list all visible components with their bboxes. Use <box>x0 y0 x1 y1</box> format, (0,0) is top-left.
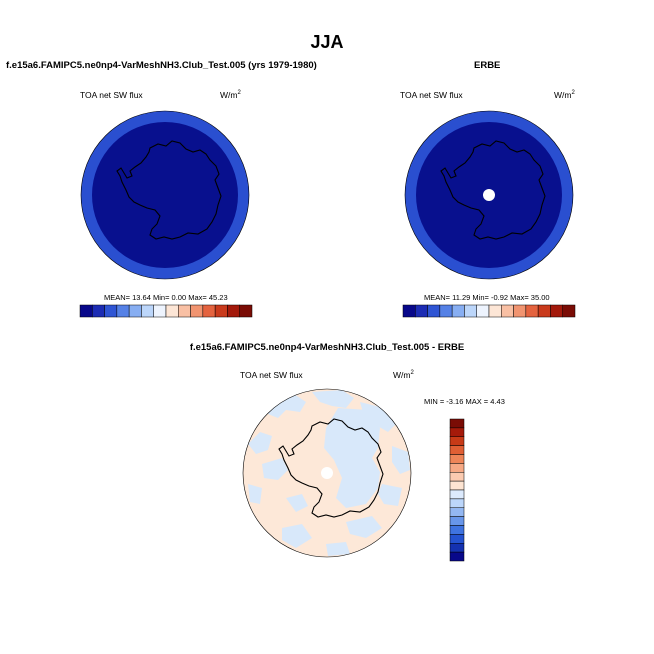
colorbar-swatch <box>449 489 465 500</box>
colorbar-swatch <box>104 304 118 318</box>
model-stats: MEAN= 13.64 Min= 0.00 Max= 45.23 <box>104 293 228 302</box>
colorbar-swatch <box>402 304 416 318</box>
colorbar-swatch <box>214 304 228 318</box>
obs-colorbar <box>402 304 576 318</box>
obs-units-label: W/m2 <box>554 90 575 100</box>
colorbar-swatch <box>178 304 191 318</box>
colorbar-swatch <box>449 534 465 544</box>
colorbar-swatch <box>449 463 465 473</box>
colorbar-swatch <box>562 304 576 318</box>
colorbar-swatch <box>513 304 527 318</box>
colorbar-swatch <box>116 304 130 318</box>
colorbar-swatch <box>464 304 477 318</box>
model-polar-map <box>80 110 250 280</box>
colorbar-swatch <box>449 551 465 562</box>
colorbar-swatch <box>449 454 465 464</box>
colorbar-swatch <box>439 304 453 318</box>
colorbar-swatch <box>449 472 465 482</box>
obs-missing-pole-marker <box>483 189 495 201</box>
colorbar-swatch <box>427 304 441 318</box>
colorbar-swatch <box>550 304 563 318</box>
page-title: JJA <box>310 32 344 52</box>
obs-variable-label: TOA net SW flux <box>400 90 463 100</box>
obs-polar-map <box>404 110 574 280</box>
colorbar-swatch <box>449 427 465 437</box>
colorbar-swatch <box>79 304 93 318</box>
colorbar-swatch <box>190 304 204 318</box>
colorbar-swatch <box>239 304 253 318</box>
colorbar-swatch <box>153 304 167 318</box>
colorbar-swatch <box>449 498 465 508</box>
model-antarctica-coastline <box>116 140 222 240</box>
obs-colorbar-ticks <box>403 319 575 329</box>
colorbar-swatch <box>525 304 539 318</box>
colorbar-swatch <box>501 304 514 318</box>
colorbar-swatch <box>141 304 154 318</box>
diff-units-label: W/m2 <box>393 370 414 380</box>
obs-stats: MEAN= 11.29 Min= -0.92 Max= 35.00 <box>424 293 550 302</box>
model-units-label: W/m2 <box>220 90 241 100</box>
diff-panel-title: f.e15a6.FAMIPC5.ne0np4-VarMeshNH3.Club_T… <box>189 342 465 353</box>
colorbar-swatch <box>227 304 240 318</box>
obs-antarctica-coastline <box>440 140 546 240</box>
diff-negative-patches <box>248 390 410 556</box>
obs-panel-title: ERBE <box>474 60 501 71</box>
colorbar-swatch <box>449 516 465 526</box>
colorbar-swatch <box>449 480 465 491</box>
model-colorbar-ticks <box>80 319 252 329</box>
colorbar-swatch <box>451 304 465 318</box>
model-colorbar <box>79 304 253 318</box>
colorbar-swatch <box>415 304 428 318</box>
colorbar-swatch <box>476 304 490 318</box>
colorbar-swatch <box>165 304 179 318</box>
diff-polar-map <box>242 388 412 558</box>
model-variable-label: TOA net SW flux <box>80 90 143 100</box>
colorbar-swatch <box>449 525 465 535</box>
model-interior-field <box>92 122 238 268</box>
diff-missing-pole-marker <box>321 467 333 479</box>
colorbar-swatch <box>449 418 465 429</box>
diff-antarctica-coastline <box>278 418 384 518</box>
diff-colorbar <box>449 418 465 562</box>
colorbar-swatch <box>537 304 551 318</box>
colorbar-swatch <box>449 445 465 455</box>
colorbar-swatch <box>488 304 502 318</box>
model-panel-title: f.e15a6.FAMIPC5.ne0np4-VarMeshNH3.Club_T… <box>6 60 317 71</box>
diff-map-border <box>242 388 412 558</box>
colorbar-swatch <box>202 304 216 318</box>
colorbar-swatch <box>128 304 142 318</box>
colorbar-swatch <box>449 543 465 553</box>
diff-variable-label: TOA net SW flux <box>240 370 303 380</box>
diff-colorbar-ticks <box>468 419 498 561</box>
colorbar-swatch <box>449 436 465 446</box>
colorbar-swatch <box>92 304 105 318</box>
colorbar-swatch <box>449 507 465 517</box>
diff-stats: MIN = -3.16 MAX = 4.43 <box>424 397 505 406</box>
